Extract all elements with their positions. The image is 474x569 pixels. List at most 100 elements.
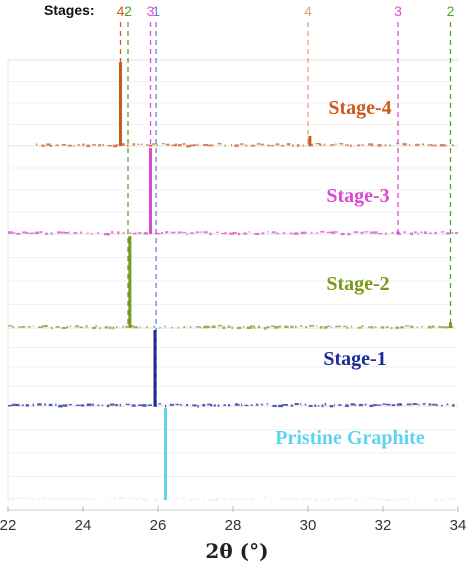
baseline-noise [86,498,89,500]
baseline-noise [117,231,120,235]
baseline-noise [440,231,445,233]
baseline-noise [369,404,374,408]
baseline-noise [389,144,391,147]
series-label: Stage-2 [326,273,389,295]
baseline-noise [281,144,285,147]
peak [128,236,132,328]
baseline-noise [324,403,327,406]
baseline-noise [304,403,307,406]
baseline-noise [207,144,213,147]
baseline-noise [157,232,161,235]
baseline-noise [330,326,332,328]
baseline-noise [216,231,219,233]
baseline-noise [21,497,27,499]
baseline-noise [165,231,169,234]
baseline-noise [267,231,269,233]
baseline-noise [8,498,12,501]
baseline-noise [400,326,404,329]
baseline-noise [384,144,387,146]
baseline-noise [128,497,132,500]
baseline-noise [420,231,423,233]
panel-grid [7,59,458,500]
baseline-noise [286,143,291,146]
baseline-noise [343,325,347,328]
baseline-noise [161,143,165,145]
baseline-noise [92,326,97,329]
baseline-noise [138,404,143,407]
baseline-noise [415,143,420,146]
baseline-noise [451,144,454,146]
baseline-noise [428,232,432,234]
baseline-noise [131,404,136,407]
baseline-noise [428,403,432,406]
baseline-noise [260,143,265,146]
baseline-noise [133,326,138,329]
baseline-noise [416,326,418,329]
baseline-noise [63,497,69,499]
baseline-noise [408,498,410,501]
baseline-noise [73,144,75,147]
baseline-noise [55,144,59,147]
baseline-noise [159,326,161,329]
baseline-noise [300,498,305,501]
baseline-noise [319,143,322,146]
baseline-noise [192,404,197,407]
baseline-noise [222,326,226,330]
baseline-noise [73,498,79,500]
baseline-noise [409,232,414,236]
baseline-noise [361,325,364,327]
baseline-noise [45,232,48,236]
baseline-noise [103,232,108,236]
baseline-noise [438,325,442,328]
baseline-noise [266,403,269,405]
baseline-noise [349,497,351,500]
baseline-noise [171,326,173,329]
baseline-noise [55,326,60,328]
baseline-noise [368,326,372,328]
baseline-noise [86,144,91,148]
baseline-noise [373,231,378,234]
baseline-noise [290,404,294,407]
baseline-noise [55,403,57,406]
baseline-noise [178,143,182,147]
baseline-noise [160,497,165,500]
baseline-noise [142,404,147,407]
baseline-noise [408,143,411,146]
baseline-noise [32,325,35,327]
baseline-noise [48,498,53,500]
baseline-noise [257,325,261,329]
baseline-noise [429,498,434,500]
baseline-noise [447,497,449,500]
baseline-noise [211,325,216,328]
baseline-noise [366,497,371,499]
baseline-noise [305,497,310,500]
baseline-noise [362,144,364,146]
baseline-noise [189,498,192,502]
baseline-noise [389,498,392,502]
baseline-noise [245,144,248,147]
peak [396,231,400,234]
baseline-noise [147,497,150,499]
baseline-noise [200,231,203,233]
baseline-noise [239,143,244,145]
baseline-noise [243,232,248,235]
baseline-noise [104,326,109,329]
baseline-noise [293,232,299,235]
baseline-noise [27,326,31,328]
baseline-noise [182,231,187,234]
baseline-noise [321,404,324,408]
baseline-noise [402,143,407,146]
baseline-noise [197,143,199,146]
baseline-noise [97,404,100,406]
baseline-noise [363,231,369,233]
baseline-noise [373,404,377,407]
baseline-noise [58,404,63,408]
baseline-noise [45,325,49,327]
baseline-noise [234,403,239,406]
baseline-noise [421,143,425,146]
baseline-noise [452,325,454,328]
baseline-noise [145,144,149,146]
baseline-noise [80,231,82,234]
baseline-noise [182,497,186,500]
